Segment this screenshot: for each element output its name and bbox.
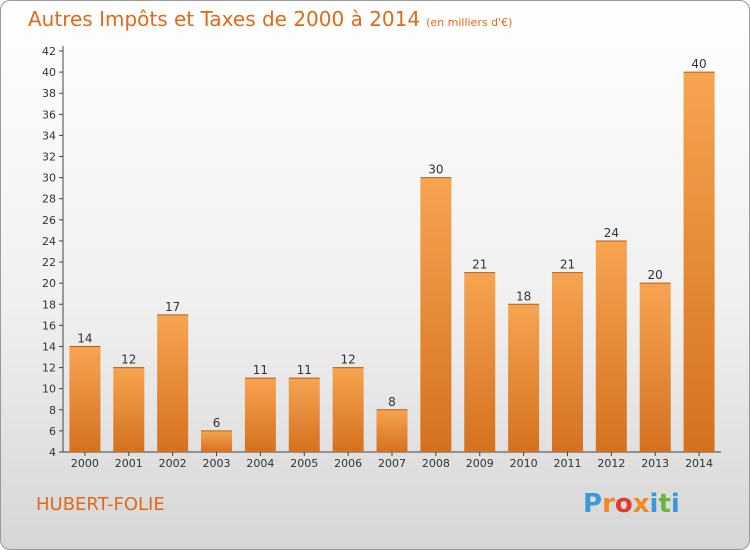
bar-value-label: 6: [213, 416, 221, 430]
x-tick-label: 2002: [159, 457, 187, 470]
bar-value-label: 11: [297, 363, 312, 377]
x-tick-label: 2006: [334, 457, 362, 470]
y-tick-label: 38: [42, 87, 56, 100]
x-tick-label: 2005: [290, 457, 318, 470]
bar-value-label: 30: [428, 163, 443, 177]
bar-value-label: 24: [604, 226, 619, 240]
commune-name: HUBERT-FOLIE: [36, 494, 165, 515]
x-tick-label: 2014: [685, 457, 713, 470]
title-text: Autres Impôts et Taxes de 2000 à 2014: [28, 7, 421, 31]
chart-subtitle: (en milliers d'€): [426, 16, 513, 29]
bar-value-label: 17: [165, 300, 180, 314]
bar: [69, 346, 101, 452]
logo-letter: o: [614, 489, 633, 519]
logo-letter: x: [632, 489, 650, 519]
bar: [332, 367, 364, 452]
bar-value-label: 18: [516, 289, 531, 303]
y-tick-label: 40: [42, 66, 56, 79]
y-tick-label: 32: [42, 151, 56, 164]
x-tick-label: 2003: [203, 457, 231, 470]
y-tick-label: 18: [42, 298, 56, 311]
y-tick-label: 34: [42, 129, 56, 142]
y-tick-label: 16: [42, 319, 56, 332]
y-tick-label: 4: [49, 446, 56, 459]
y-tick-label: 42: [42, 45, 56, 58]
bar: [157, 314, 189, 452]
logo-letter: P: [583, 489, 603, 519]
logo-letter: i: [670, 489, 680, 519]
bar-value-label: 8: [388, 395, 396, 409]
bar: [639, 283, 671, 452]
x-tick-label: 2007: [378, 457, 406, 470]
y-tick-label: 36: [42, 108, 56, 121]
y-tick-label: 20: [42, 277, 56, 290]
x-tick-label: 2001: [115, 457, 143, 470]
bar: [420, 177, 452, 452]
bar-value-label: 21: [472, 258, 487, 272]
bar: [376, 409, 408, 452]
proxiti-logo[interactable]: Proxiti: [583, 489, 680, 519]
bar: [288, 378, 320, 452]
x-tick-label: 2000: [71, 457, 99, 470]
y-tick-label: 22: [42, 256, 56, 269]
bar-value-label: 14: [77, 331, 92, 345]
bar: [113, 367, 145, 452]
bar-value-label: 21: [560, 258, 575, 272]
bar-value-label: 12: [340, 353, 355, 367]
logo-letter: t: [658, 489, 671, 519]
bar-value-label: 12: [121, 353, 136, 367]
y-tick-label: 14: [42, 340, 56, 353]
x-tick-label: 2010: [510, 457, 538, 470]
chart-title: Autres Impôts et Taxes de 2000 à 2014 (en…: [28, 7, 512, 31]
y-tick-label: 30: [42, 172, 56, 185]
bar-value-label: 20: [648, 268, 663, 282]
y-tick-label: 6: [49, 425, 56, 438]
x-tick-label: 2009: [466, 457, 494, 470]
x-tick-label: 2012: [597, 457, 625, 470]
x-tick-label: 2011: [553, 457, 581, 470]
bar-value-label: 11: [253, 363, 268, 377]
y-tick-label: 28: [42, 193, 56, 206]
bar-value-label: 40: [691, 57, 706, 71]
y-tick-label: 12: [42, 362, 56, 375]
logo-letter: r: [602, 489, 615, 519]
bar: [464, 272, 496, 452]
y-tick-label: 10: [42, 383, 56, 396]
x-tick-label: 2004: [246, 457, 274, 470]
x-tick-label: 2013: [641, 457, 669, 470]
bar: [683, 72, 715, 453]
bar: [508, 304, 540, 452]
y-tick-label: 24: [42, 235, 56, 248]
bar: [551, 272, 583, 452]
bar: [595, 240, 627, 452]
logo-letter: i: [649, 489, 659, 519]
y-tick-label: 26: [42, 214, 56, 227]
y-tick-label: 8: [49, 404, 56, 417]
bar: [244, 378, 276, 452]
bar: [201, 430, 233, 452]
x-tick-label: 2008: [422, 457, 450, 470]
